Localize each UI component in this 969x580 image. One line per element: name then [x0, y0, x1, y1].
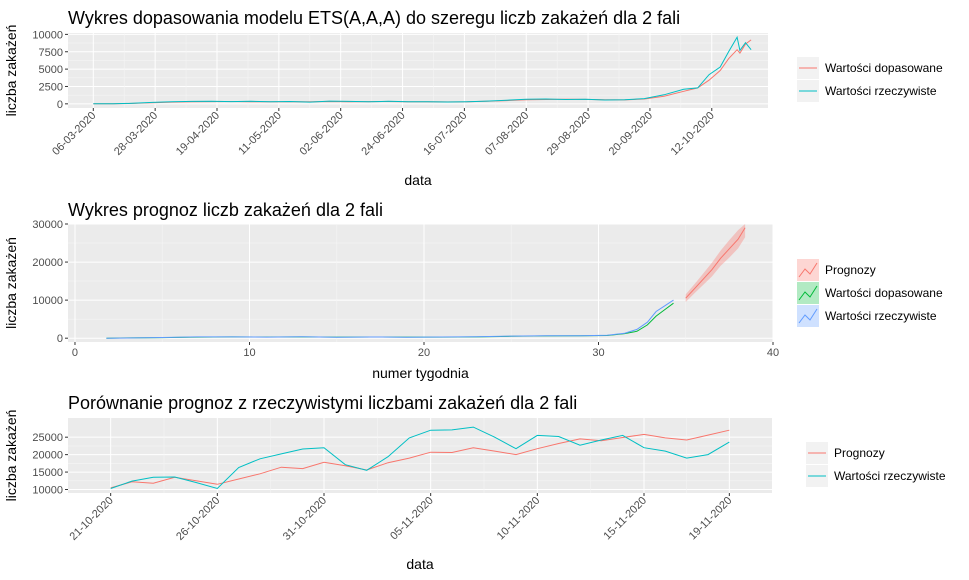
- legend-label-warto-ci-dopasowane: Wartości dopasowane: [825, 286, 943, 300]
- x-tick-label: 16-07-2020: [421, 110, 469, 158]
- y-tick-label: 20000: [32, 257, 63, 269]
- x-tick-label: 15-11-2020: [601, 495, 649, 543]
- y-tick-label: 10000: [32, 295, 63, 307]
- x-tick-label: 28-03-2020: [112, 110, 160, 158]
- chart-title: Wykres dopasowania modelu ETS(A,A,A) do …: [68, 8, 680, 28]
- series-line-warto-ci-rzeczywiste: [93, 35, 752, 105]
- y-tick-label: 0: [57, 333, 63, 345]
- x-tick-label: 29-08-2020: [545, 110, 593, 158]
- chart-3: 10000 15000 20000 25000 21-10-2020 26-10-2020…: [3, 393, 946, 572]
- y-tick-label: 5000: [39, 64, 63, 76]
- gridlines: [68, 418, 772, 493]
- series-layer: [106, 224, 746, 339]
- x-tick-label: 24-06-2020: [359, 110, 407, 158]
- x-tick-label: 40: [767, 347, 779, 359]
- legend-label-warto-ci-rzeczywiste: Wartości rzeczywiste: [834, 469, 946, 483]
- x-tick-label: 05-11-2020: [388, 495, 436, 543]
- x-axis-title: data: [406, 556, 433, 572]
- gridlines: [68, 33, 768, 108]
- legend-key-line: [798, 308, 818, 324]
- x-tick-label: 19-04-2020: [174, 110, 222, 158]
- series-line-warto-ci-rzeczywiste: [110, 426, 730, 490]
- x-tick-label: 06-03-2020: [50, 110, 98, 158]
- series-layer: [93, 35, 752, 105]
- legend-label-warto-ci-rzeczywiste: Wartości rzeczywiste: [825, 84, 937, 98]
- y-axis-title: liczba zakażeń: [3, 237, 19, 329]
- y-axis-title: liczba zakażeń: [3, 25, 19, 117]
- chart-2: 0 10000 20000 30000 0 10 20 30 40 Wykres prognoz …: [3, 200, 943, 381]
- legend-key-line: [798, 262, 818, 278]
- legend: Wartości dopasowane Wartości rzeczywiste: [797, 57, 943, 102]
- y-tick-label: 15000: [32, 467, 63, 479]
- x-tick-label: 0: [72, 347, 78, 359]
- y-tick-label: 7500: [39, 47, 63, 59]
- legend-label-warto-ci-rzeczywiste: Wartości rzeczywiste: [825, 309, 937, 323]
- legend: Prognozy Wartości dopasowane Wartości rzec…: [797, 259, 943, 327]
- y-tick-label: 0: [57, 99, 63, 111]
- legend-label-warto-ci-dopasowane: Wartości dopasowane: [825, 61, 943, 75]
- plot-panel: [68, 224, 773, 342]
- x-axis-title: data: [404, 172, 431, 188]
- x-tick-label: 10: [243, 347, 255, 359]
- legend-key-warto-ci-dopasowane: [797, 282, 819, 304]
- legend-key-line: [798, 285, 818, 301]
- plot-panel: [68, 33, 768, 108]
- x-tick-label: 07-08-2020: [483, 110, 531, 158]
- x-axis-title: numer tygodnia: [372, 365, 469, 381]
- x-tick-label: 21-10-2020: [68, 495, 116, 543]
- y-axis-title: liczba zakażeń: [3, 410, 19, 502]
- legend-label-prognozy: Prognozy: [834, 446, 885, 460]
- series-line-prognozy: [685, 227, 746, 299]
- x-tick-label: 26-10-2020: [174, 495, 222, 543]
- series-layer: [110, 426, 730, 490]
- y-tick-label: 10000: [32, 29, 63, 41]
- y-tick-label: 20000: [32, 450, 63, 462]
- x-tick-label: 20: [418, 347, 430, 359]
- legend-key-warto-ci-rzeczywiste: [797, 305, 819, 327]
- legend: Prognozy Wartości rzeczywiste: [806, 442, 946, 487]
- x-tick-label: 12-10-2020: [669, 110, 717, 158]
- x-tick-label: 19-11-2020: [687, 495, 735, 543]
- chart-1: 0 2500 5000 7500 10000 06-03-2020 28-03-2020 19…: [3, 8, 943, 188]
- x-tick-label: 10-11-2020: [495, 495, 543, 543]
- legend-label-prognozy: Prognozy: [825, 263, 876, 277]
- series-line-warto-ci-rzeczywiste: [106, 299, 674, 339]
- x-tick-label: 11-05-2020: [236, 110, 284, 158]
- chart-title: Porównanie prognoz z rzeczywistymi liczb…: [68, 393, 577, 413]
- x-tick-label: 31-10-2020: [281, 495, 329, 543]
- chart-title: Wykres prognoz liczb zakażeń dla 2 fali: [68, 200, 383, 220]
- legend-key-prognozy: [797, 259, 819, 281]
- x-tick-label: 30: [592, 347, 604, 359]
- y-tick-label: 30000: [32, 219, 63, 231]
- gridlines: [68, 223, 774, 342]
- y-tick-label: 2500: [39, 81, 63, 93]
- x-tick-label: 02-06-2020: [298, 110, 346, 158]
- y-tick-label: 10000: [32, 485, 63, 497]
- x-tick-label: 20-09-2020: [607, 110, 655, 158]
- y-tick-label: 25000: [32, 432, 63, 444]
